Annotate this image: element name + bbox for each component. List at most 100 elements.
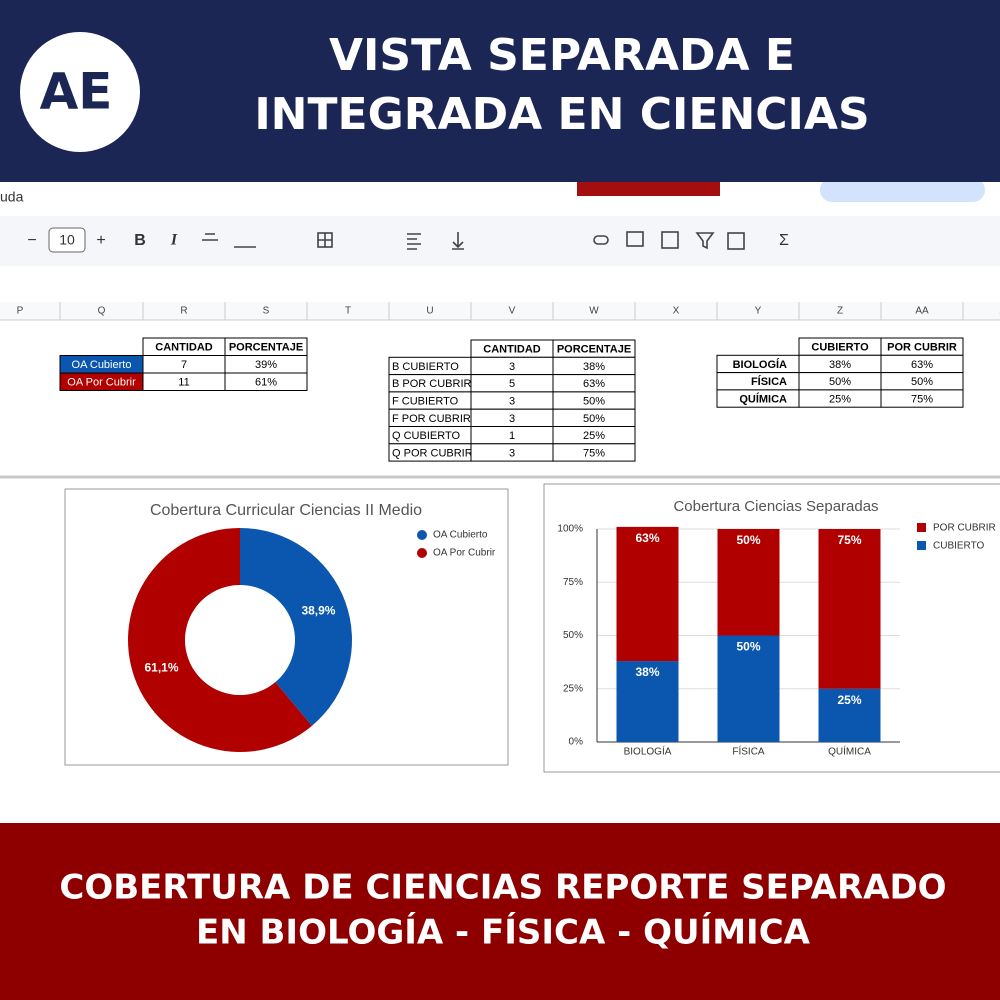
toolbar [0, 216, 1000, 266]
cell [880, 389, 964, 408]
legend-label: POR CUBRIR [933, 523, 996, 534]
footer-banner [0, 823, 1000, 1000]
legend-marker [417, 530, 427, 540]
data-label: 38% [635, 665, 659, 679]
legend-marker [917, 523, 926, 532]
toolbar-button[interactable]: − [27, 232, 36, 249]
legend-label: CUBIERTO [933, 541, 985, 552]
header-text: PORCENTAJE [557, 344, 631, 356]
column-header-row [0, 302, 1000, 320]
toolbar-button[interactable]: + [96, 232, 105, 249]
header-text: CUBIERTO [811, 342, 869, 354]
cell-text: 75% [911, 393, 933, 405]
header-text: CANTIDAD [483, 344, 540, 356]
cell-text: 50% [583, 413, 605, 425]
y-tick-label: 0% [569, 737, 584, 748]
share-button[interactable] [820, 178, 985, 202]
toolbar-button[interactable]: I [170, 232, 178, 249]
column-header: P [17, 306, 24, 317]
y-tick-label: 50% [563, 630, 583, 641]
bar-segment [717, 635, 780, 742]
column-header: AA [915, 306, 929, 317]
x-tick-label: FÍSICA [732, 745, 765, 758]
bar-segment [818, 688, 881, 742]
donut-slice [240, 528, 353, 726]
y-tick-label: 75% [563, 577, 583, 588]
cell-text: 25% [829, 393, 851, 405]
chart-title: Cobertura Ciencias Separadas [673, 498, 878, 515]
column-header: Z [837, 306, 843, 317]
footer-text: COBERTURA DE CIENCIAS REPORTE SEPARADO [59, 868, 946, 908]
column-header: Y [755, 306, 762, 317]
cell-text: 50% [911, 376, 933, 388]
column-header: X [673, 306, 680, 317]
footer-text: EN BIOLOGÍA - FÍSICA - QUÍMICA [196, 912, 811, 953]
header-title: VISTA SEPARADA E [329, 30, 795, 81]
data-label: 50% [736, 533, 760, 547]
legend-label: OA Por Cubrir [433, 548, 496, 559]
data-label: 25% [837, 693, 861, 707]
cell-text: 3 [509, 447, 515, 459]
data-label: 75% [837, 533, 861, 547]
header-text: CANTIDAD [155, 342, 212, 354]
cell [224, 372, 308, 391]
menu-item[interactable]: uda [0, 189, 24, 205]
tab [577, 178, 720, 196]
header-text: PORCENTAJE [229, 342, 303, 354]
column-header: R [180, 306, 187, 317]
column-header: T [345, 306, 351, 317]
data-label: 38,9% [301, 604, 335, 618]
cell-text: 63% [911, 359, 933, 371]
cell-text: 63% [583, 378, 605, 390]
cell-text: 1 [509, 430, 515, 442]
bar-segment [616, 661, 679, 742]
legend-marker [417, 548, 427, 558]
x-tick-label: BIOLOGÍA [624, 745, 672, 758]
cell [552, 443, 636, 462]
x-tick-label: QUÍMICA [828, 745, 871, 758]
cell-text: 7 [181, 359, 187, 371]
cell-text: B CUBIERTO [392, 361, 459, 373]
cell-text: B POR CUBRIR [392, 378, 472, 390]
cell-text: F CUBIERTO [392, 395, 459, 407]
cell-text: 50% [829, 376, 851, 388]
cell-text: F POR CUBRIR [392, 413, 471, 425]
y-tick-label: 100% [557, 524, 583, 535]
toolbar-button[interactable]: Σ [779, 232, 789, 249]
logo-text: AE [40, 63, 113, 121]
cell-text: QUÍMICA [739, 392, 787, 405]
font-size-box[interactable] [48, 227, 86, 253]
cell-text: FÍSICA [751, 375, 787, 388]
cell-text: 38% [583, 361, 605, 373]
cell-text: 11 [178, 377, 189, 389]
cell-text: Q POR CUBRIR [392, 447, 473, 459]
cell-text: 50% [583, 395, 605, 407]
cell-text: 3 [509, 395, 515, 407]
data-label: 61,1% [145, 661, 179, 675]
header-text: POR CUBRIR [887, 342, 957, 354]
toolbar-button[interactable]: 10 [59, 232, 75, 248]
column-header: Q [98, 306, 106, 317]
cell-text: 75% [583, 447, 605, 459]
cell-text: OA Cubierto [72, 359, 132, 371]
bar-segment [616, 526, 679, 662]
cell-text: 38% [829, 359, 851, 371]
cell-text: 3 [509, 413, 515, 425]
cell-text: 39% [255, 359, 277, 371]
column-header: V [509, 306, 516, 317]
legend-label: OA Cubierto [433, 530, 488, 541]
donut-slice [128, 528, 312, 752]
legend-marker [917, 541, 926, 550]
column-header: S [263, 306, 270, 317]
cell-text: OA Por Cubrir [67, 377, 136, 389]
cell-text: 61% [255, 377, 277, 389]
header-banner [0, 0, 1000, 182]
column-header: W [589, 306, 599, 317]
chart-title: Cobertura Curricular Ciencias II Medio [150, 502, 422, 519]
cell-text: BIOLOGÍA [733, 358, 787, 371]
cell-text: 25% [583, 430, 605, 442]
data-label: 50% [736, 640, 760, 654]
toolbar-button[interactable]: B [134, 232, 146, 249]
cell-text: 3 [509, 361, 515, 373]
